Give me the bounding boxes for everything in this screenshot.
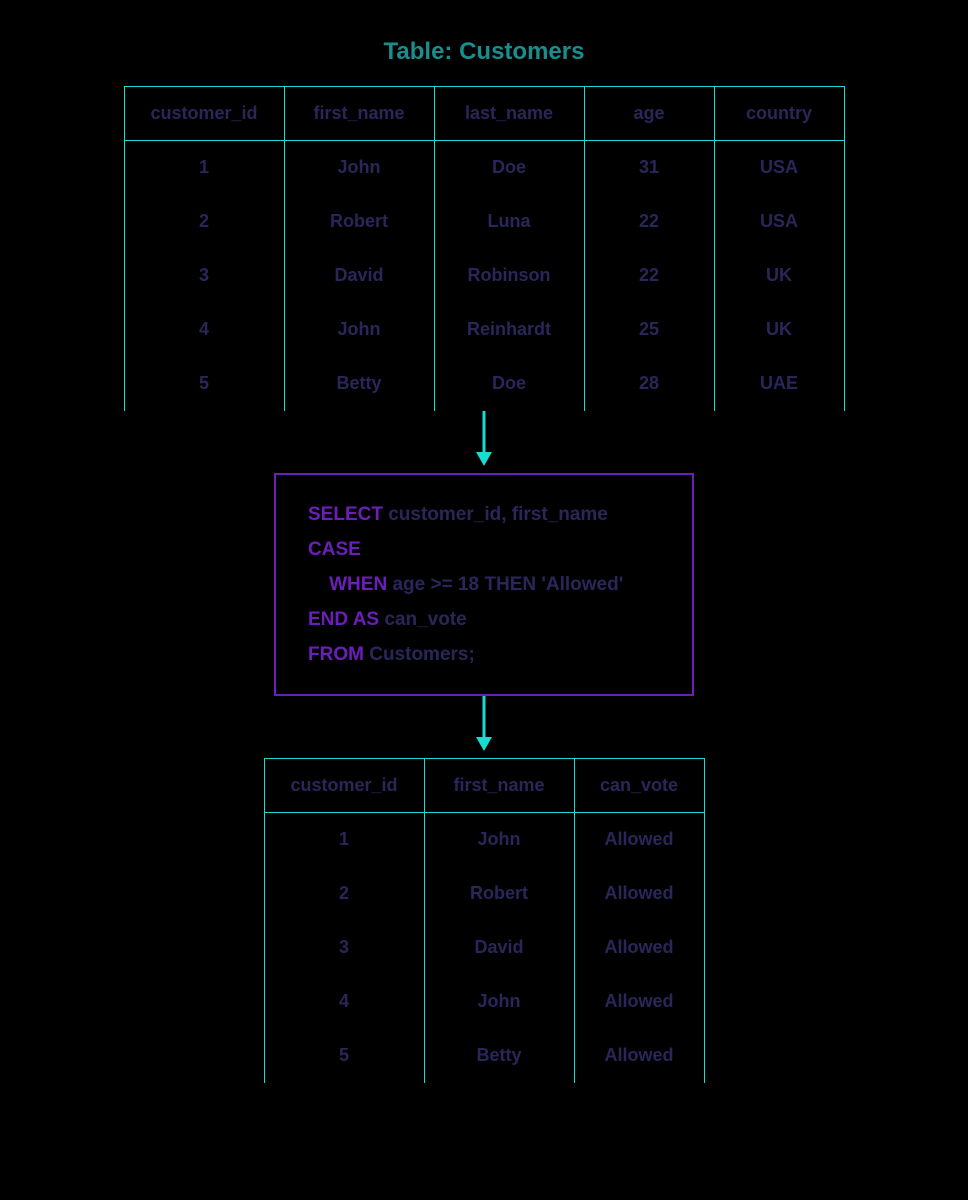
table-cell: USA: [714, 141, 844, 195]
table-cell: Doe: [434, 141, 584, 195]
code-line: END AS can_vote: [308, 602, 660, 637]
table-cell: UAE: [714, 357, 844, 411]
column-header: customer_id: [264, 759, 424, 813]
table-cell: John: [424, 813, 574, 867]
column-header: first_name: [424, 759, 574, 813]
table-cell: Betty: [424, 1029, 574, 1083]
table-row: 1JohnDoe31USA: [124, 141, 844, 195]
code-line: WHEN age >= 18 THEN 'Allowed': [308, 567, 660, 602]
source-table: customer_idfirst_namelast_nameagecountry…: [124, 86, 845, 411]
table-title: Table: Customers: [384, 38, 585, 66]
column-header: country: [714, 87, 844, 141]
table-row: 4JohnReinhardt25UK: [124, 303, 844, 357]
table-cell: John: [284, 303, 434, 357]
table-cell: 5: [264, 1029, 424, 1083]
column-header: customer_id: [124, 87, 284, 141]
table-row: 3DavidAllowed: [264, 921, 704, 975]
table-row: 3DavidRobinson22UK: [124, 249, 844, 303]
sql-text: Customers;: [364, 644, 475, 665]
sql-text: age >= 18 THEN 'Allowed': [387, 574, 623, 595]
table-cell: 22: [584, 249, 714, 303]
table-cell: David: [284, 249, 434, 303]
code-line: CASE: [308, 532, 660, 567]
sql-code-box: SELECT customer_id, first_name CASE WHEN …: [274, 473, 694, 697]
column-header: last_name: [434, 87, 584, 141]
table-cell: John: [284, 141, 434, 195]
table-cell: Allowed: [574, 813, 704, 867]
table-row: 1JohnAllowed: [264, 813, 704, 867]
table-cell: 3: [124, 249, 284, 303]
table-row: 2RobertAllowed: [264, 867, 704, 921]
sql-text: can_vote: [379, 609, 467, 630]
table-cell: 25: [584, 303, 714, 357]
sql-keyword: CASE: [308, 539, 361, 560]
table-cell: 22: [584, 195, 714, 249]
table-cell: Allowed: [574, 1029, 704, 1083]
table-row: 2RobertLuna22USA: [124, 195, 844, 249]
table-cell: Robert: [284, 195, 434, 249]
table-cell: Luna: [434, 195, 584, 249]
table-cell: Allowed: [574, 867, 704, 921]
table-cell: 5: [124, 357, 284, 411]
result-table: customer_idfirst_namecan_vote1JohnAllowe…: [264, 758, 705, 1083]
column-header: can_vote: [574, 759, 704, 813]
table-cell: 2: [124, 195, 284, 249]
arrow-down-1: [469, 411, 499, 473]
sql-text: customer_id, first_name: [383, 504, 608, 525]
table-cell: UK: [714, 249, 844, 303]
table-cell: Doe: [434, 357, 584, 411]
column-header: age: [584, 87, 714, 141]
table-cell: 28: [584, 357, 714, 411]
sql-keyword: SELECT: [308, 504, 383, 525]
table-cell: 4: [124, 303, 284, 357]
table-cell: John: [424, 975, 574, 1029]
table-cell: 1: [124, 141, 284, 195]
table-cell: Allowed: [574, 921, 704, 975]
sql-keyword: FROM: [308, 644, 364, 665]
table-cell: 31: [584, 141, 714, 195]
table-row: 5BettyAllowed: [264, 1029, 704, 1083]
arrow-down-2: [469, 696, 499, 758]
table-cell: USA: [714, 195, 844, 249]
table-cell: Reinhardt: [434, 303, 584, 357]
table-cell: 1: [264, 813, 424, 867]
code-line: SELECT customer_id, first_name: [308, 497, 660, 532]
table-row: 5BettyDoe28UAE: [124, 357, 844, 411]
sql-keyword: END AS: [308, 609, 379, 630]
table-cell: UK: [714, 303, 844, 357]
table-row: 4JohnAllowed: [264, 975, 704, 1029]
code-line: FROM Customers;: [308, 637, 660, 672]
table-cell: 4: [264, 975, 424, 1029]
table-cell: Betty: [284, 357, 434, 411]
sql-text: [308, 574, 329, 595]
table-cell: Allowed: [574, 975, 704, 1029]
table-cell: David: [424, 921, 574, 975]
table-cell: Robert: [424, 867, 574, 921]
column-header: first_name: [284, 87, 434, 141]
table-cell: 2: [264, 867, 424, 921]
table-cell: Robinson: [434, 249, 584, 303]
table-cell: 3: [264, 921, 424, 975]
sql-keyword: WHEN: [329, 574, 387, 595]
